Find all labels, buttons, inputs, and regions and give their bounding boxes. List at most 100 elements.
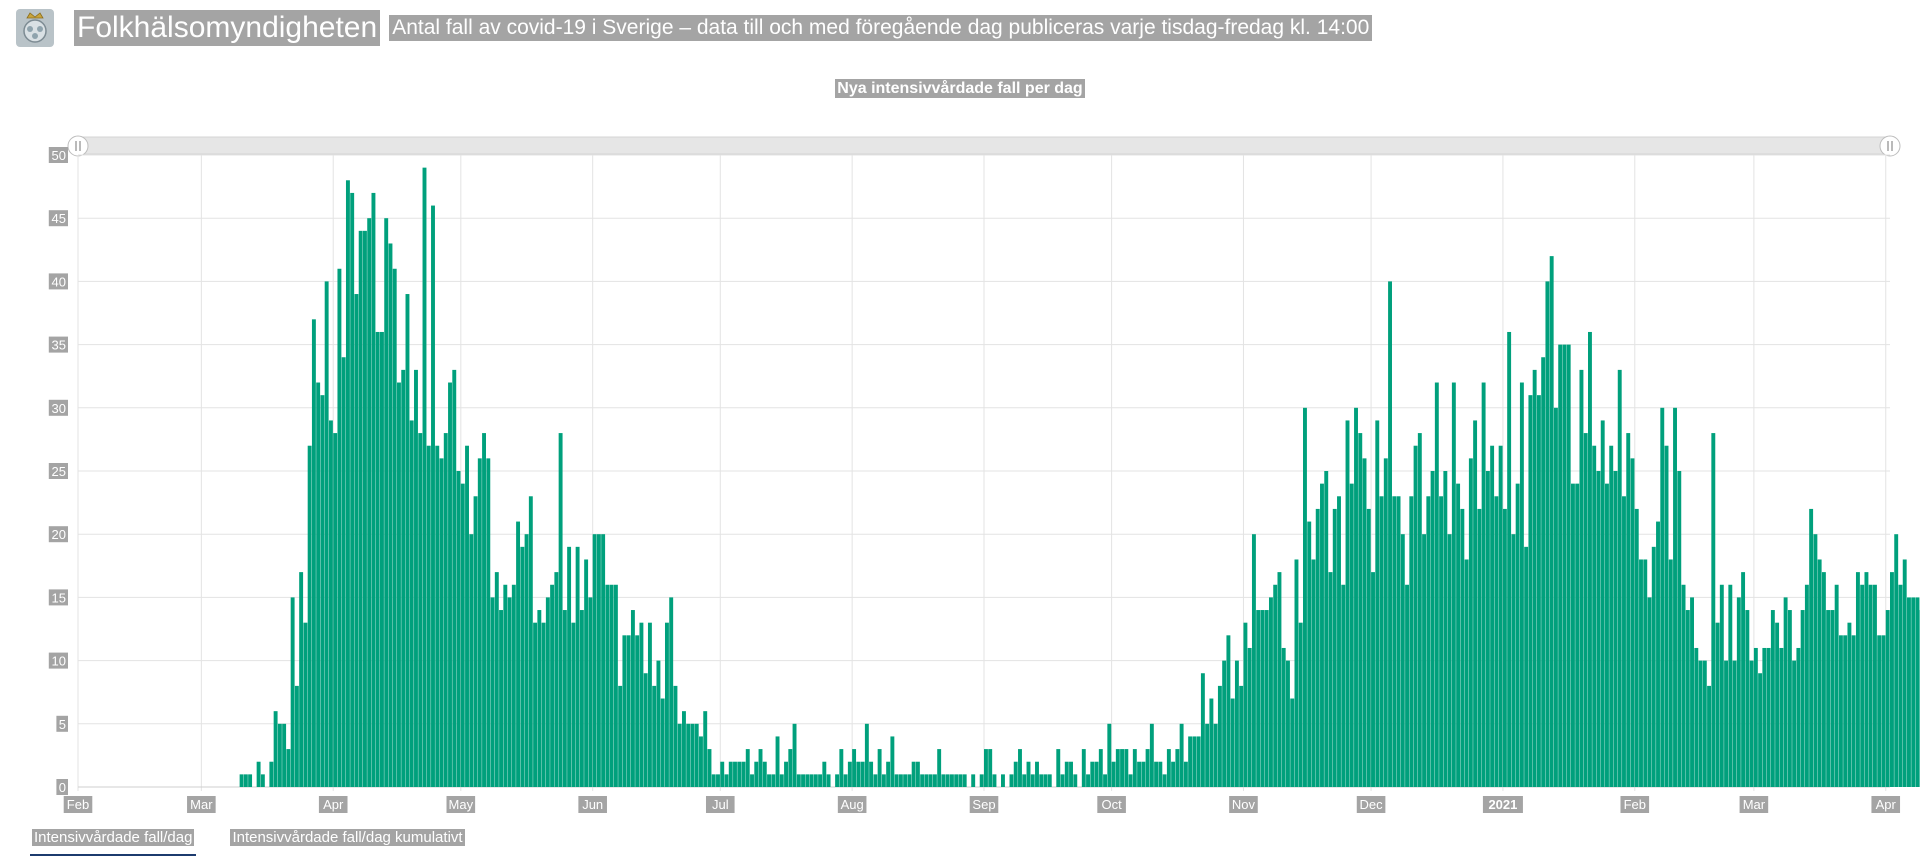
bar bbox=[1409, 496, 1414, 787]
range-scrollbar[interactable] bbox=[67, 135, 1901, 157]
bar bbox=[1069, 761, 1073, 787]
bar bbox=[1673, 407, 1677, 787]
y-axis: 0 5 10 15 20 25 30 35 40 45 50 bbox=[48, 147, 68, 795]
bar bbox=[1013, 761, 1018, 787]
bar bbox=[286, 749, 291, 787]
bar bbox=[1536, 395, 1541, 787]
bar bbox=[499, 610, 504, 787]
bar bbox=[1915, 597, 1920, 787]
bar bbox=[273, 711, 278, 787]
bar bbox=[1783, 597, 1788, 787]
bar bbox=[664, 622, 669, 787]
bar bbox=[1400, 534, 1405, 787]
bar bbox=[452, 369, 457, 787]
bar bbox=[1698, 660, 1703, 787]
bar bbox=[1711, 433, 1716, 787]
bar bbox=[1507, 331, 1512, 787]
bar bbox=[1753, 647, 1758, 787]
bar bbox=[733, 761, 737, 787]
bar bbox=[1213, 723, 1218, 787]
bar bbox=[1639, 559, 1643, 787]
bar bbox=[1268, 597, 1273, 787]
bar bbox=[1515, 483, 1520, 787]
tab-label: Intensivvårdade fall/dag kumulativt bbox=[230, 829, 465, 846]
bar bbox=[1379, 496, 1384, 787]
tab-icu-cases-per-day[interactable]: Intensivvårdade fall/dag bbox=[30, 828, 197, 856]
bar bbox=[1430, 471, 1435, 787]
bar bbox=[962, 774, 967, 787]
bar bbox=[1609, 445, 1614, 787]
tab-icu-cases-cumulative[interactable]: Intensivvårdade fall/dag kumulativt bbox=[228, 828, 466, 856]
svg-text:Feb: Feb bbox=[67, 797, 89, 812]
bar bbox=[1532, 369, 1537, 787]
bar bbox=[1881, 635, 1886, 787]
bar bbox=[558, 433, 563, 787]
x-tick-label: May bbox=[446, 796, 476, 813]
bar bbox=[550, 584, 555, 787]
bar bbox=[477, 458, 482, 787]
bar bbox=[1481, 382, 1486, 787]
bar bbox=[354, 294, 359, 787]
bar bbox=[1732, 660, 1737, 787]
bar bbox=[1622, 496, 1626, 787]
scrollbar-handle-left[interactable] bbox=[67, 135, 89, 157]
bar bbox=[1192, 736, 1197, 787]
bar bbox=[1094, 761, 1099, 787]
bar bbox=[1183, 761, 1188, 787]
bar bbox=[1877, 635, 1882, 787]
bar bbox=[409, 420, 414, 787]
bar bbox=[482, 433, 486, 787]
svg-text:May: May bbox=[449, 797, 474, 812]
bar bbox=[350, 192, 355, 788]
bar bbox=[1647, 597, 1652, 787]
bar bbox=[1171, 761, 1176, 787]
x-axis: Feb Mar Apr May Jun Jul Aug Sep Oct Nov Dec 2021 Feb… bbox=[63, 796, 1901, 813]
bar bbox=[311, 319, 316, 787]
bar bbox=[1656, 521, 1660, 787]
bar bbox=[1277, 572, 1282, 787]
bar bbox=[1247, 647, 1252, 787]
header: Folkhälsomyndigheten Antal fall av covid… bbox=[16, 8, 1373, 48]
bar bbox=[826, 774, 831, 787]
bar bbox=[1868, 584, 1873, 787]
x-tick-label: Apr bbox=[1871, 796, 1901, 813]
bar bbox=[1838, 635, 1843, 787]
bar bbox=[1736, 597, 1741, 787]
bar bbox=[592, 534, 597, 787]
bar bbox=[1417, 433, 1422, 787]
bar bbox=[1230, 698, 1235, 787]
bar bbox=[839, 749, 844, 787]
bar bbox=[248, 774, 253, 787]
bar bbox=[303, 622, 308, 787]
bar bbox=[256, 761, 261, 787]
bar bbox=[465, 445, 469, 787]
bar bbox=[1158, 761, 1163, 787]
bar bbox=[545, 597, 550, 787]
bar bbox=[1162, 774, 1167, 787]
bar bbox=[1149, 723, 1154, 787]
bar bbox=[1460, 508, 1465, 787]
bar bbox=[443, 433, 448, 787]
bar bbox=[1286, 660, 1290, 787]
scrollbar-track[interactable] bbox=[77, 136, 1891, 155]
bar bbox=[431, 205, 435, 787]
bar bbox=[660, 698, 665, 787]
bar bbox=[1443, 471, 1448, 787]
bar bbox=[1468, 458, 1473, 787]
svg-text:Nov: Nov bbox=[1232, 797, 1256, 812]
bar bbox=[1694, 647, 1699, 787]
bar bbox=[1800, 610, 1805, 787]
bar bbox=[1060, 774, 1065, 787]
bar bbox=[1056, 749, 1061, 787]
bar bbox=[1073, 774, 1078, 787]
y-tick-label: 25 bbox=[48, 463, 68, 479]
bar bbox=[282, 723, 287, 787]
x-tick-label: 2021 bbox=[1482, 796, 1523, 813]
bar bbox=[567, 546, 572, 787]
bar bbox=[796, 774, 801, 787]
bar bbox=[1392, 496, 1397, 787]
y-tick-label: 0 bbox=[56, 779, 68, 795]
scrollbar-handle-right[interactable] bbox=[1879, 135, 1901, 157]
bar bbox=[1145, 749, 1150, 787]
bar bbox=[1081, 749, 1086, 787]
